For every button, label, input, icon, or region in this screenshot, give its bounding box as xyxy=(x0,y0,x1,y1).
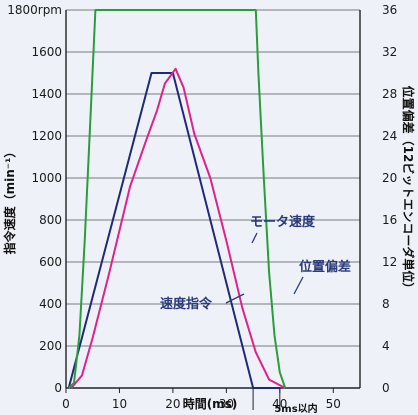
y-right-tick-label: 12 xyxy=(382,255,397,269)
series-line-position-error xyxy=(67,9,287,389)
y-right-tick-label: 36 xyxy=(382,3,397,17)
y-left-tick-label: 1800rpm xyxy=(7,3,62,17)
y-right-tick-label: 32 xyxy=(382,45,397,59)
y-left-tick-label: 1200 xyxy=(31,129,62,143)
y-left-tick-label: 200 xyxy=(39,339,62,353)
y-right-tick-label: 8 xyxy=(382,297,390,311)
y-left-tick-label: 600 xyxy=(39,255,62,269)
series-line-motor-speed xyxy=(70,67,286,389)
y-right-tick-label: 24 xyxy=(382,129,397,143)
y-left-tick-label: 1400 xyxy=(31,87,62,101)
axes xyxy=(65,10,361,393)
series-label-position-error: 位置偏差 xyxy=(299,259,351,275)
y-right-tick-label: 16 xyxy=(382,213,397,227)
series-label-motor-speed: モータ速度 xyxy=(250,214,316,230)
series-label-speed-command: 速度指令 xyxy=(160,296,213,312)
speed-command-pointer xyxy=(225,293,245,304)
y-left-axis-title: 指令速度（min⁻¹） xyxy=(2,146,17,255)
x-tick-label: 10 xyxy=(112,397,127,411)
y-right-tick-label: 20 xyxy=(382,171,397,185)
y-right-tick-label: 0 xyxy=(382,381,390,395)
time-window-note: 5ms以内 xyxy=(274,402,317,415)
x-tick-label: 0 xyxy=(62,397,70,411)
y-left-tick-label: 0 xyxy=(54,381,62,395)
motor-speed-pointer xyxy=(251,232,258,244)
y-left-tick-label: 1600 xyxy=(31,45,62,59)
y-right-tick-label: 28 xyxy=(382,87,397,101)
x-tick-label: 50 xyxy=(326,397,341,411)
y-right-axis-title: 位置偏差（12ビットエンコーダ単位） xyxy=(401,86,416,295)
position-error-pointer xyxy=(293,276,304,295)
grid-lines xyxy=(66,9,360,389)
x-tick-label: 20 xyxy=(165,397,180,411)
labels: 020040060080010001200140016001800rpm0481… xyxy=(7,3,397,411)
y-left-tick-label: 1000 xyxy=(31,171,62,185)
x-tick-label: 30 xyxy=(219,397,234,411)
series xyxy=(67,9,287,389)
x-axis-title: 時間(ms) xyxy=(183,396,238,411)
y-right-tick-label: 4 xyxy=(382,339,390,353)
y-left-tick-label: 400 xyxy=(39,297,62,311)
y-left-tick-label: 800 xyxy=(39,213,62,227)
